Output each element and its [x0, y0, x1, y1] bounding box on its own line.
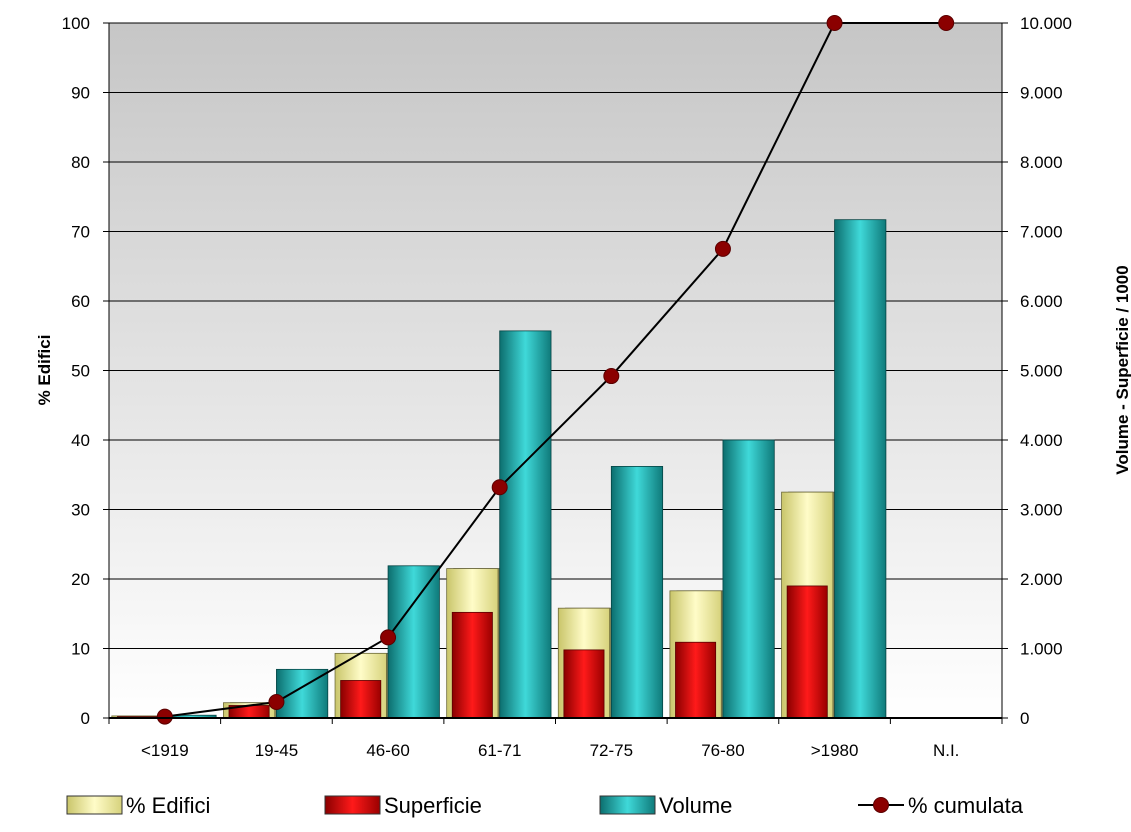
volume-bar: [834, 219, 887, 719]
y2-tick-label: 0: [1020, 709, 1029, 728]
x-tick-label: 46-60: [366, 741, 409, 760]
cumulata-point: [603, 368, 620, 385]
x-tick-label: 61-71: [478, 741, 521, 760]
cumulata-point: [491, 479, 508, 496]
legend-swatch: [599, 795, 656, 815]
y2-tick-label: 8.000: [1020, 153, 1063, 172]
legend-label: Superficie: [384, 793, 482, 818]
y-tick-label: 10: [71, 640, 90, 659]
y2-tick-label: 5.000: [1020, 362, 1063, 381]
volume-bar: [387, 565, 440, 719]
cumulative-line: [156, 15, 955, 725]
x-tick-label: <1919: [141, 741, 189, 760]
y-tick-label: 40: [71, 431, 90, 450]
y-tick-label: 60: [71, 292, 90, 311]
superficie-bar: [786, 585, 828, 719]
y-tick-label: 20: [71, 570, 90, 589]
y2-axis-title: Volume - Superficie / 1000: [1113, 265, 1131, 474]
superficie-bar: [451, 611, 493, 719]
legend-marker: [873, 797, 889, 813]
cumulata-point: [156, 708, 173, 725]
y2-tick-label: 4.000: [1020, 431, 1063, 450]
y-tick-label: 50: [71, 362, 90, 381]
volume-bar: [722, 439, 775, 719]
y-tick-label: 30: [71, 501, 90, 520]
y2-tick-label: 2.000: [1020, 570, 1063, 589]
y-axis-title: % Edifici: [35, 335, 54, 406]
x-tick-label: >1980: [811, 741, 859, 760]
y2-tick-label: 1.000: [1020, 640, 1063, 659]
superficie-bar: [340, 680, 382, 719]
cumulata-point: [268, 694, 285, 711]
x-tick-label: 19-45: [255, 741, 298, 760]
y-tick-label: 90: [71, 84, 90, 103]
cumulata-point: [938, 15, 955, 31]
cumulata-point: [714, 240, 731, 257]
y-tick-label: 0: [81, 709, 90, 728]
legend-label: % cumulata: [908, 793, 1024, 818]
volume-bar: [610, 466, 664, 719]
y2-tick-label: 3.000: [1020, 501, 1063, 520]
x-tick-label: 72-75: [590, 741, 633, 760]
axes: 0 10 20 30 40 50 60 70 80 90 100 0 1.000 2.000 3.000 4.…: [62, 14, 1072, 760]
y2-tick-label: 10.000: [1020, 14, 1072, 33]
y2-tick-label: 9.000: [1020, 84, 1063, 103]
legend-label: % Edifici: [126, 793, 210, 818]
y-tick-label: 70: [71, 223, 90, 242]
cumulata-point: [826, 15, 843, 31]
x-tick-label: N.I.: [933, 741, 959, 760]
superficie-bar: [563, 649, 605, 719]
y-tick-label: 80: [71, 153, 90, 172]
legend-swatch: [66, 795, 123, 815]
y2-tick-label: 6.000: [1020, 292, 1063, 311]
y2-tick-label: 7.000: [1020, 223, 1063, 242]
y-tick-label: 100: [62, 14, 90, 33]
superficie-bar: [675, 641, 717, 719]
x-tick-label: 76-80: [701, 741, 744, 760]
cumulata-series-line: [164, 22, 947, 718]
volume-bar: [499, 330, 552, 719]
legend: % Edifici Superficie Volume % cumulata: [66, 793, 1024, 818]
legend-label: Volume: [659, 793, 732, 818]
cumulata-point: [380, 629, 397, 646]
legend-swatch: [324, 795, 381, 815]
